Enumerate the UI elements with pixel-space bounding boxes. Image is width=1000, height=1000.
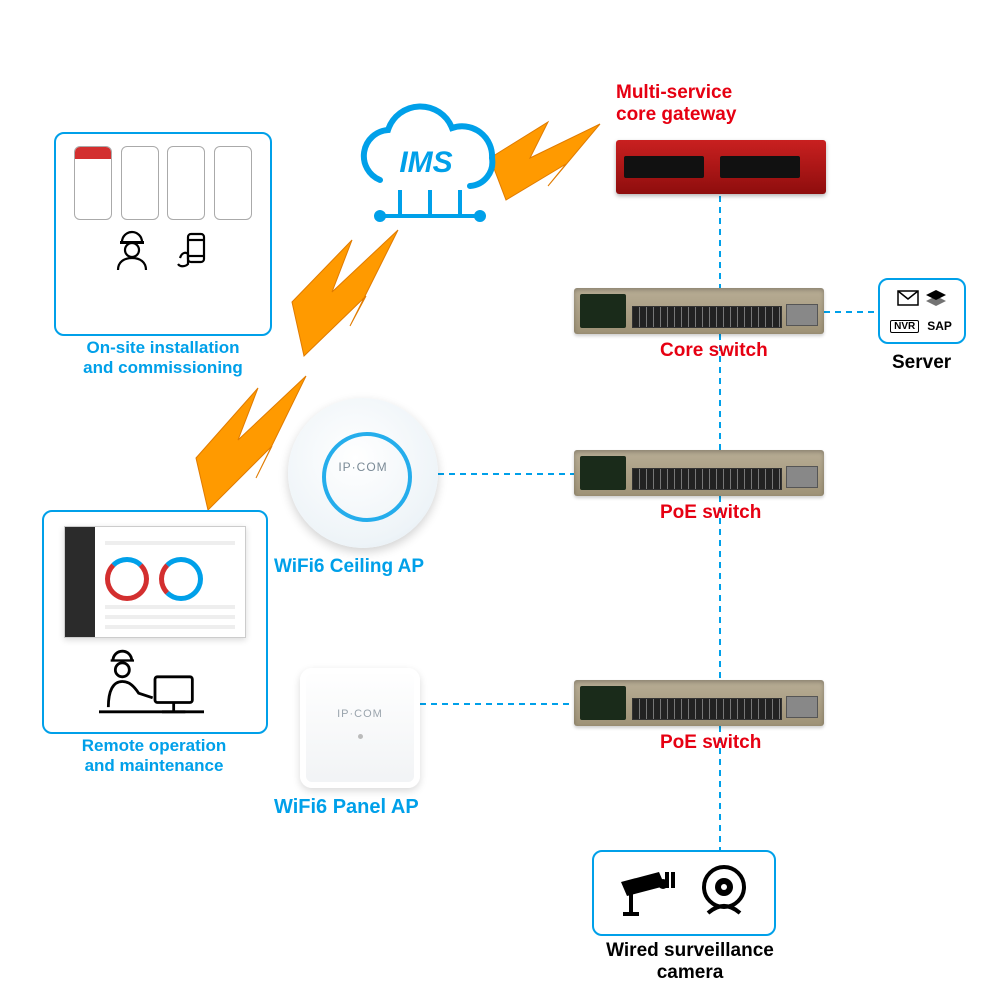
camera-label: Wired surveillance camera bbox=[590, 940, 790, 984]
server-label: Server bbox=[892, 352, 951, 374]
nvr-badge: NVR bbox=[890, 320, 919, 333]
webcam-icon bbox=[699, 865, 749, 921]
mobile-screenshot-icon bbox=[121, 146, 159, 220]
onsite-label: On-site installation and commissioning bbox=[78, 338, 248, 378]
panel-ap-label: WiFi6 Panel AP bbox=[274, 796, 419, 819]
wifi6-panel-ap: IP·COM bbox=[300, 668, 420, 788]
dashboard-screenshot-icon bbox=[64, 526, 246, 638]
engineer-icon bbox=[110, 228, 154, 272]
poe-switch-1 bbox=[574, 450, 824, 496]
remote-box bbox=[42, 510, 268, 734]
ims-cloud-icon: IMS bbox=[364, 106, 493, 220]
wifi6-ceiling-ap: IP·COM bbox=[288, 398, 438, 548]
onsite-box bbox=[54, 132, 272, 336]
core-switch-label: Core switch bbox=[660, 340, 768, 362]
cloud-text: IMS bbox=[399, 146, 452, 179]
sap-badge: SAP bbox=[925, 319, 954, 333]
mail-icon bbox=[897, 290, 919, 306]
remote-label: Remote operation and maintenance bbox=[66, 736, 242, 776]
mobile-screenshot-icon bbox=[214, 146, 252, 220]
poe-switch-1-label: PoE switch bbox=[660, 502, 761, 524]
core-switch bbox=[574, 288, 824, 334]
mobile-screenshot-icon bbox=[167, 146, 205, 220]
multi-service-core-gateway bbox=[616, 140, 826, 194]
ceiling-ap-label: WiFi6 Ceiling AP bbox=[274, 556, 424, 578]
surveillance-camera-box bbox=[592, 850, 776, 936]
server-box: NVR SAP bbox=[878, 278, 966, 344]
poe-switch-2 bbox=[574, 680, 824, 726]
cctv-icon bbox=[619, 868, 679, 918]
poe-switch-2-label: PoE switch bbox=[660, 732, 761, 754]
mobile-screenshot-icon bbox=[74, 146, 112, 220]
hand-phone-icon bbox=[172, 228, 216, 272]
gateway-label: Multi-service core gateway bbox=[616, 82, 736, 126]
layers-icon bbox=[925, 289, 947, 307]
operator-at-desk-icon bbox=[92, 644, 232, 726]
